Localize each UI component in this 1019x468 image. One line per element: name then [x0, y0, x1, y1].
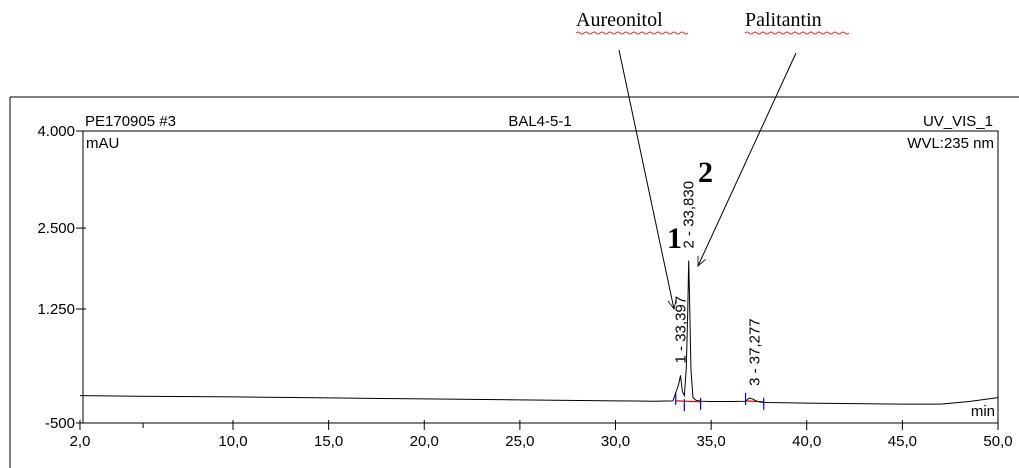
baseline-markers	[675, 392, 765, 412]
header-right-text: UV_VIS_1	[923, 113, 993, 130]
peak-label-3: 3 - 37,277	[747, 318, 764, 386]
annotation-arrow-aureonitol	[618, 49, 674, 309]
x-axis: 2,0 10,0 15,0 20,0 25,0 30,0 35,0 40,0 45,0 50,0	[70, 420, 1013, 450]
header-left-text: PE170905 #3	[85, 113, 176, 130]
x-tick-label: 35,0	[697, 433, 726, 450]
x-tick-label: 2,0	[70, 433, 91, 450]
integration-baseline	[675, 400, 701, 403]
peak-labels: 1 - 33,397 2 - 33,830 3 - 37,277	[672, 181, 763, 386]
x-tick-label: 20,0	[410, 433, 439, 450]
x-tick-label: 50,0	[983, 433, 1012, 450]
annotation-aureonitol: Aureonitol	[576, 9, 663, 31]
annotation-aureonitol-underline	[575, 31, 689, 35]
header-center-text: BAL4-5-1	[508, 113, 571, 130]
wavelength-label: WVL:235 nm	[907, 135, 994, 152]
peak-number-1: 1	[667, 222, 682, 255]
peak-number-2: 2	[698, 156, 713, 189]
y-axis: 4.000 2.500 1.250 -500	[37, 123, 86, 432]
annotation-arrow-palitantin	[697, 52, 797, 266]
y-tick-label: 4.000	[37, 123, 75, 140]
x-unit-label: min	[971, 403, 995, 420]
x-tick-label: 25,0	[505, 433, 534, 450]
x-tick-label: 30,0	[601, 433, 630, 450]
y-tick-label: 2.500	[37, 220, 75, 237]
annotation-palitantin-underline	[744, 31, 850, 35]
plot-area	[82, 130, 999, 424]
x-tick-label: 10,0	[218, 433, 247, 450]
peak-label-2: 2 - 33,830	[681, 181, 698, 249]
y-tick-label: -500	[45, 415, 75, 432]
peak-label-1: 1 - 33,397	[672, 296, 689, 364]
chromatogram-trace	[79, 260, 999, 405]
annotation-palitantin: Palitantin	[745, 9, 822, 31]
integration-baseline	[745, 400, 764, 403]
x-tick-label: 15,0	[314, 433, 343, 450]
x-tick-label: 40,0	[792, 433, 821, 450]
y-unit-label: mAU	[86, 135, 119, 152]
y-tick-label: 1.250	[37, 301, 75, 318]
x-tick-label: 45,0	[888, 433, 917, 450]
